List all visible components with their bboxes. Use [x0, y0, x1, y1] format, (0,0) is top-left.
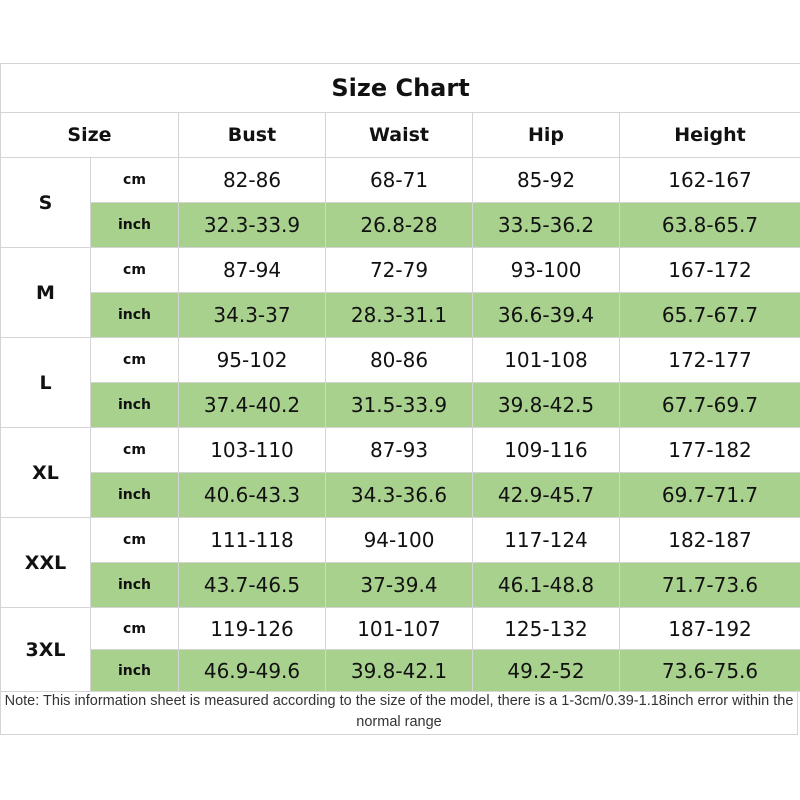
hip-cm-value: 117-124	[472, 517, 620, 563]
size-label: XL	[0, 427, 91, 518]
waist-inch-value: 37-39.4	[325, 562, 473, 608]
unit-label-inch: inch	[90, 292, 179, 338]
size-label: 3XL	[0, 607, 91, 692]
height-inch-value: 69.7-71.7	[618, 472, 800, 518]
height-inch-value: 63.8-65.7	[618, 202, 800, 248]
header-row: Size Bust Waist Hip Height	[0, 112, 800, 158]
height-cm-value: 182-187	[618, 517, 800, 563]
size-row-inch: inch 40.6-43.3 34.3-36.6 42.9-45.7 69.7-71.7	[1, 472, 800, 518]
unit-label-inch: inch	[90, 649, 179, 692]
size-row-cm: 3XL cm 119-126 101-107 125-132 187-192	[0, 607, 800, 692]
bust-cm-value: 103-110	[178, 427, 326, 473]
waist-cm-value: 80-86	[325, 337, 473, 383]
unit-label-cm: cm	[90, 607, 179, 650]
height-cm-value: 167-172	[618, 247, 800, 293]
unit-label-inch: inch	[90, 382, 179, 428]
size-chart-table: Size Chart Size Bust Waist Hip Height S …	[0, 63, 800, 692]
height-cm-value: 162-167	[618, 157, 800, 203]
header-bust: Bust	[178, 112, 326, 158]
bust-inch-value: 34.3-37	[178, 292, 326, 338]
unit-label-inch: inch	[90, 562, 179, 608]
height-cm-value: 177-182	[618, 427, 800, 473]
hip-cm-value: 109-116	[472, 427, 620, 473]
waist-inch-value: 39.8-42.1	[325, 649, 473, 692]
unit-label-cm: cm	[90, 157, 179, 203]
hip-cm-value: 101-108	[472, 337, 620, 383]
waist-inch-value: 26.8-28	[325, 202, 473, 248]
bust-inch-value: 46.9-49.6	[178, 649, 326, 692]
header-height: Height	[618, 112, 800, 158]
size-label: M	[0, 247, 91, 338]
size-row-cm: XXL cm 111-118 94-100 117-124 182-187	[0, 517, 800, 608]
size-label: XXL	[0, 517, 91, 608]
height-cm-value: 187-192	[618, 607, 800, 650]
hip-inch-value: 49.2-52	[472, 649, 620, 692]
header-hip: Hip	[472, 112, 620, 158]
waist-inch-value: 34.3-36.6	[325, 472, 473, 518]
waist-cm-value: 87-93	[325, 427, 473, 473]
size-row-inch: inch 46.9-49.6 39.8-42.1 49.2-52 73.6-75.6	[1, 649, 800, 692]
unit-label-cm: cm	[90, 247, 179, 293]
header-size: Size	[0, 112, 179, 158]
hip-inch-value: 42.9-45.7	[472, 472, 620, 518]
hip-inch-value: 33.5-36.2	[472, 202, 620, 248]
hip-inch-value: 36.6-39.4	[472, 292, 620, 338]
bust-cm-value: 82-86	[178, 157, 326, 203]
size-row-inch: inch 34.3-37 28.3-31.1 36.6-39.4 65.7-67.7	[1, 292, 800, 338]
unit-label-cm: cm	[90, 517, 179, 563]
size-row-cm: L cm 95-102 80-86 101-108 172-177	[0, 337, 800, 428]
waist-cm-value: 101-107	[325, 607, 473, 650]
size-row-cm: M cm 87-94 72-79 93-100 167-172	[0, 247, 800, 338]
bust-inch-value: 43.7-46.5	[178, 562, 326, 608]
waist-inch-value: 28.3-31.1	[325, 292, 473, 338]
hip-inch-value: 46.1-48.8	[472, 562, 620, 608]
height-cm-value: 172-177	[618, 337, 800, 383]
bust-inch-value: 40.6-43.3	[178, 472, 326, 518]
unit-label-inch: inch	[90, 472, 179, 518]
bust-cm-value: 119-126	[178, 607, 326, 650]
hip-cm-value: 125-132	[472, 607, 620, 650]
unit-label-inch: inch	[90, 202, 179, 248]
size-row-inch: inch 37.4-40.2 31.5-33.9 39.8-42.5 67.7-69.7	[1, 382, 800, 428]
bust-inch-value: 37.4-40.2	[178, 382, 326, 428]
bust-inch-value: 32.3-33.9	[178, 202, 326, 248]
height-inch-value: 65.7-67.7	[618, 292, 800, 338]
size-label: S	[0, 157, 91, 248]
hip-cm-value: 93-100	[472, 247, 620, 293]
waist-cm-value: 94-100	[325, 517, 473, 563]
header-waist: Waist	[325, 112, 473, 158]
waist-cm-value: 72-79	[325, 247, 473, 293]
height-inch-value: 67.7-69.7	[618, 382, 800, 428]
unit-label-cm: cm	[90, 427, 179, 473]
note-text: Note: This information sheet is measured…	[0, 690, 798, 735]
hip-inch-value: 39.8-42.5	[472, 382, 620, 428]
size-row-cm: S cm 82-86 68-71 85-92 162-167	[0, 157, 800, 248]
size-row-cm: XL cm 103-110 87-93 109-116 177-182	[0, 427, 800, 518]
waist-cm-value: 68-71	[325, 157, 473, 203]
bust-cm-value: 95-102	[178, 337, 326, 383]
waist-inch-value: 31.5-33.9	[325, 382, 473, 428]
height-inch-value: 71.7-73.6	[618, 562, 800, 608]
size-label: L	[0, 337, 91, 428]
unit-label-cm: cm	[90, 337, 179, 383]
size-row-inch: inch 32.3-33.9 26.8-28 33.5-36.2 63.8-65.7	[1, 202, 800, 248]
bust-cm-value: 111-118	[178, 517, 326, 563]
height-inch-value: 73.6-75.6	[618, 649, 800, 692]
chart-title: Size Chart	[0, 63, 800, 113]
size-row-inch: inch 43.7-46.5 37-39.4 46.1-48.8 71.7-73.6	[1, 562, 800, 608]
bust-cm-value: 87-94	[178, 247, 326, 293]
hip-cm-value: 85-92	[472, 157, 620, 203]
